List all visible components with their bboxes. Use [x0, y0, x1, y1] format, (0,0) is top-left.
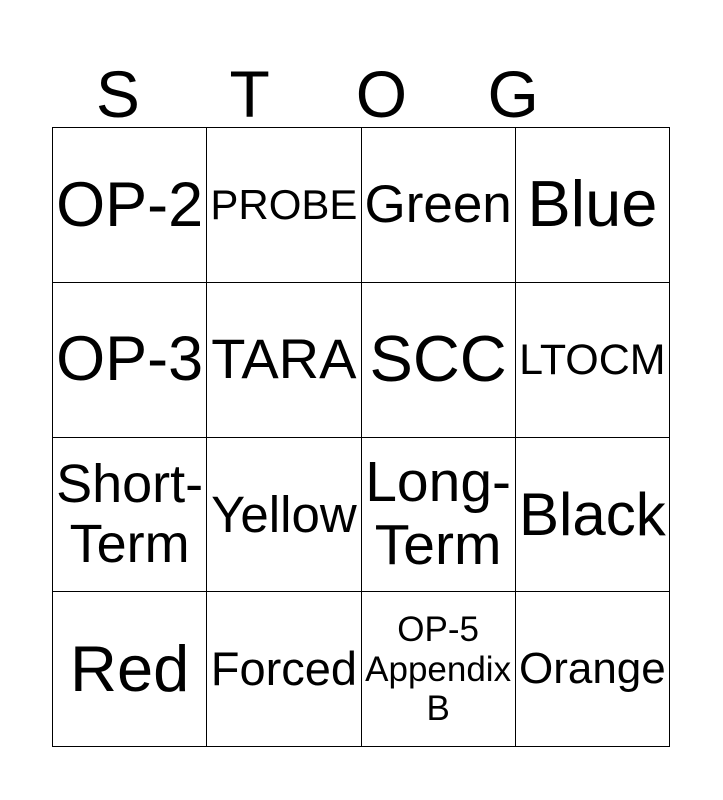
bingo-cell[interactable]: Orange: [515, 592, 670, 747]
cell-label: Orange: [518, 644, 666, 694]
bingo-title: S T O G: [52, 0, 579, 127]
bingo-cell[interactable]: Green: [361, 128, 516, 283]
bingo-cell[interactable]: Red: [53, 592, 208, 747]
bingo-cell[interactable]: Forced: [207, 592, 362, 747]
bingo-cell[interactable]: OP-2: [53, 128, 208, 283]
cell-label: Black: [519, 480, 666, 548]
bingo-cell[interactable]: Blue: [515, 128, 670, 283]
bingo-cell[interactable]: LTOCM: [515, 282, 670, 438]
bingo-cell[interactable]: Black: [515, 437, 670, 593]
cell-label: PROBE: [210, 181, 358, 229]
bingo-cell[interactable]: PROBE: [207, 128, 362, 283]
title-letter-s: S: [95, 57, 140, 131]
cell-label: Forced: [210, 641, 358, 695]
bingo-cell[interactable]: SCC: [361, 282, 516, 438]
cell-label: LTOCM: [519, 335, 666, 384]
bingo-grid: OP-2 PROBE Green Blue OP-3 TARA SCC LTOC…: [52, 127, 670, 747]
title-letter-o: O: [355, 57, 408, 131]
bingo-cell[interactable]: OP-3: [53, 282, 208, 438]
title-letter-t: T: [229, 57, 270, 131]
cell-label: Yellow: [211, 485, 357, 543]
bingo-cell[interactable]: Yellow: [207, 437, 362, 593]
title-letter-g: G: [487, 57, 539, 131]
cell-label: Long- Term: [365, 449, 512, 578]
bingo-cell[interactable]: OP-5 Appendix B: [361, 592, 516, 747]
bingo-cell[interactable]: TARA: [207, 282, 362, 438]
cell-label: Blue: [527, 167, 658, 241]
cell-label: Red: [70, 631, 190, 705]
cell-label: SCC: [369, 322, 507, 396]
cell-label: TARA: [211, 327, 357, 391]
cell-label: OP-2: [56, 169, 204, 240]
cell-label: OP-3: [56, 324, 204, 395]
bingo-cell[interactable]: Long- Term: [361, 437, 516, 593]
bingo-cell[interactable]: Short- Term: [53, 437, 208, 593]
cell-label: Short- Term: [56, 453, 204, 575]
cell-label: OP-5 Appendix B: [365, 610, 512, 728]
cell-label: Green: [364, 175, 512, 235]
